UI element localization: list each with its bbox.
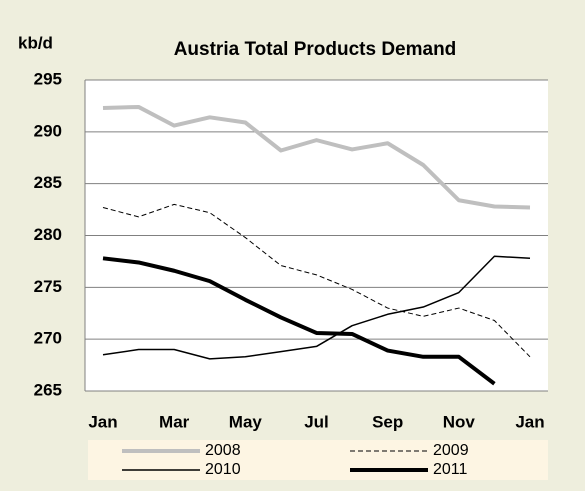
x-tick-label: Nov (443, 412, 476, 431)
y-tick-label: 280 (34, 225, 62, 244)
legend-label: 2008 (205, 442, 241, 459)
y-tick-label: 285 (34, 173, 62, 192)
legend-box (88, 440, 548, 480)
legend-label: 2009 (433, 442, 469, 459)
series-line (102, 256, 496, 386)
x-tick-label: Sep (372, 412, 403, 431)
x-tick-label: Jul (304, 412, 329, 431)
x-tick-label: Jan (88, 412, 117, 431)
y-tick-label: 295 (34, 69, 62, 88)
series-line (102, 255, 531, 360)
y-tick-label: 275 (34, 277, 62, 296)
chart-title: Austria Total Products Demand (174, 39, 457, 60)
x-tick-label: Mar (159, 412, 190, 431)
y-tick-label: 290 (34, 121, 62, 140)
y-axis-label: kb/d (18, 33, 53, 52)
series-line (102, 203, 531, 358)
y-tick-label: 270 (34, 329, 62, 348)
x-tick-label: Jan (515, 412, 544, 431)
series-line (102, 104, 531, 210)
legend-label: 2011 (433, 461, 468, 478)
legend-label: 2010 (205, 461, 241, 478)
x-tick-label: May (229, 412, 263, 431)
y-tick-label: 265 (34, 380, 62, 399)
